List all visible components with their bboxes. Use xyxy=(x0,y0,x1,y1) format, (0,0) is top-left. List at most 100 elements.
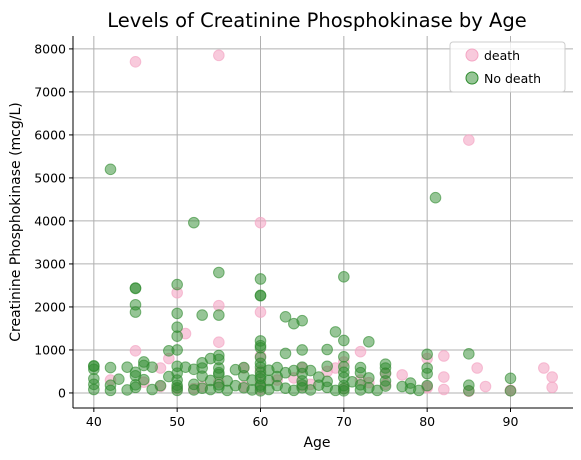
scatter-point xyxy=(204,383,217,396)
scatter-point xyxy=(288,384,300,397)
scatter-point xyxy=(254,289,267,302)
scatter-point xyxy=(429,191,442,204)
scatter-point xyxy=(221,384,233,397)
series-death xyxy=(104,49,558,398)
scatter-point xyxy=(171,307,183,320)
x-tick-label: 90 xyxy=(503,414,519,429)
scatter-point xyxy=(104,384,117,397)
scatter-point xyxy=(329,326,342,338)
scatter-point xyxy=(338,351,350,363)
y-tick-label: 5000 xyxy=(34,170,66,185)
scatter-point xyxy=(254,372,267,385)
scatter-point xyxy=(263,383,275,396)
scatter-point xyxy=(121,361,133,373)
scatter-point xyxy=(129,345,142,357)
scatter-point xyxy=(213,336,225,349)
scatter-point xyxy=(138,373,150,386)
scatter-point xyxy=(104,163,117,176)
scatter-point xyxy=(279,347,292,360)
scatter-point xyxy=(321,360,333,373)
scatter-point xyxy=(129,56,142,68)
chart-title: Levels of Creatinine Phosphokinase by Ag… xyxy=(107,9,526,32)
scatter-point xyxy=(171,344,183,356)
legend-marker-death xyxy=(465,48,479,62)
scatter-point xyxy=(504,372,517,385)
scatter-point xyxy=(438,383,450,396)
x-tick-label: 60 xyxy=(253,414,269,429)
scatter-point xyxy=(354,366,367,379)
y-tick-label: 6000 xyxy=(34,127,66,142)
x-axis-label: Age xyxy=(303,435,330,451)
scatter-point xyxy=(88,383,100,396)
scatter-point xyxy=(421,367,433,380)
scatter-point xyxy=(171,384,183,397)
scatter-point xyxy=(288,317,300,330)
series-layer xyxy=(88,49,558,398)
scatter-point xyxy=(129,282,142,295)
scatter-point xyxy=(279,311,292,323)
scatter-point xyxy=(438,371,450,383)
y-tick-label: 2000 xyxy=(34,299,66,314)
legend: death No death xyxy=(449,41,566,93)
scatter-point xyxy=(254,216,267,229)
y-tick-label: 4000 xyxy=(34,213,66,228)
scatter-point xyxy=(254,306,267,318)
y-tick-label: 3000 xyxy=(34,256,66,271)
scatter-point xyxy=(213,309,225,321)
legend-label-no-death: No death xyxy=(484,71,541,86)
scatter-point xyxy=(438,350,450,362)
legend-label-death: death xyxy=(484,48,520,63)
legend-marker-no-death xyxy=(465,71,479,85)
scatter-point xyxy=(546,371,558,383)
scatter-point xyxy=(229,363,242,376)
scatter-point xyxy=(504,384,517,397)
scatter-point xyxy=(254,339,267,352)
axes xyxy=(69,36,573,412)
scatter-point xyxy=(479,380,492,393)
scatter-point xyxy=(354,345,367,358)
legend-frame xyxy=(449,41,566,93)
x-tick-label: 70 xyxy=(336,414,352,429)
scatter-point xyxy=(396,369,408,381)
scatter-point xyxy=(413,384,425,397)
scatter-point xyxy=(338,384,350,397)
scatter-point xyxy=(354,384,367,396)
scatter-point xyxy=(88,360,100,373)
scatter-point xyxy=(213,266,225,279)
scatter-point xyxy=(254,273,267,285)
scatter-point xyxy=(188,384,200,396)
series-no-death xyxy=(88,163,517,397)
scatter-point xyxy=(463,384,475,397)
scatter-point xyxy=(463,348,475,360)
scatter-point xyxy=(213,368,225,381)
x-tick-label: 50 xyxy=(169,414,185,429)
x-tick-label: 80 xyxy=(419,414,435,429)
scatter-point xyxy=(338,334,350,347)
scatter-point xyxy=(121,384,133,396)
y-tick-label: 1000 xyxy=(34,342,66,357)
scatter-point xyxy=(546,381,558,394)
scatter-point xyxy=(171,330,183,342)
scatter-point xyxy=(321,343,333,356)
scatter-point xyxy=(188,363,200,376)
x-tick-label: 40 xyxy=(86,414,102,429)
scatter-point xyxy=(204,352,217,365)
scatter-point xyxy=(538,362,550,374)
scatter-point xyxy=(188,216,200,229)
scatter-point xyxy=(129,306,142,318)
y-tick-label: 0 xyxy=(58,385,66,400)
scatter-point xyxy=(363,335,375,348)
scatter-point xyxy=(463,134,475,146)
scatter-point xyxy=(338,271,350,283)
scatter-point xyxy=(471,362,483,374)
scatter-point xyxy=(421,348,433,361)
scatter-point xyxy=(304,384,317,396)
scatter-point xyxy=(196,309,208,321)
scatter-point xyxy=(296,344,308,356)
y-axis-label: Creatinine Phosphokinase (mcg/L) xyxy=(8,102,24,341)
scatter-point xyxy=(113,373,125,385)
scatter-point xyxy=(104,361,117,374)
scatter-point xyxy=(138,359,150,372)
scatter-point xyxy=(171,278,183,291)
